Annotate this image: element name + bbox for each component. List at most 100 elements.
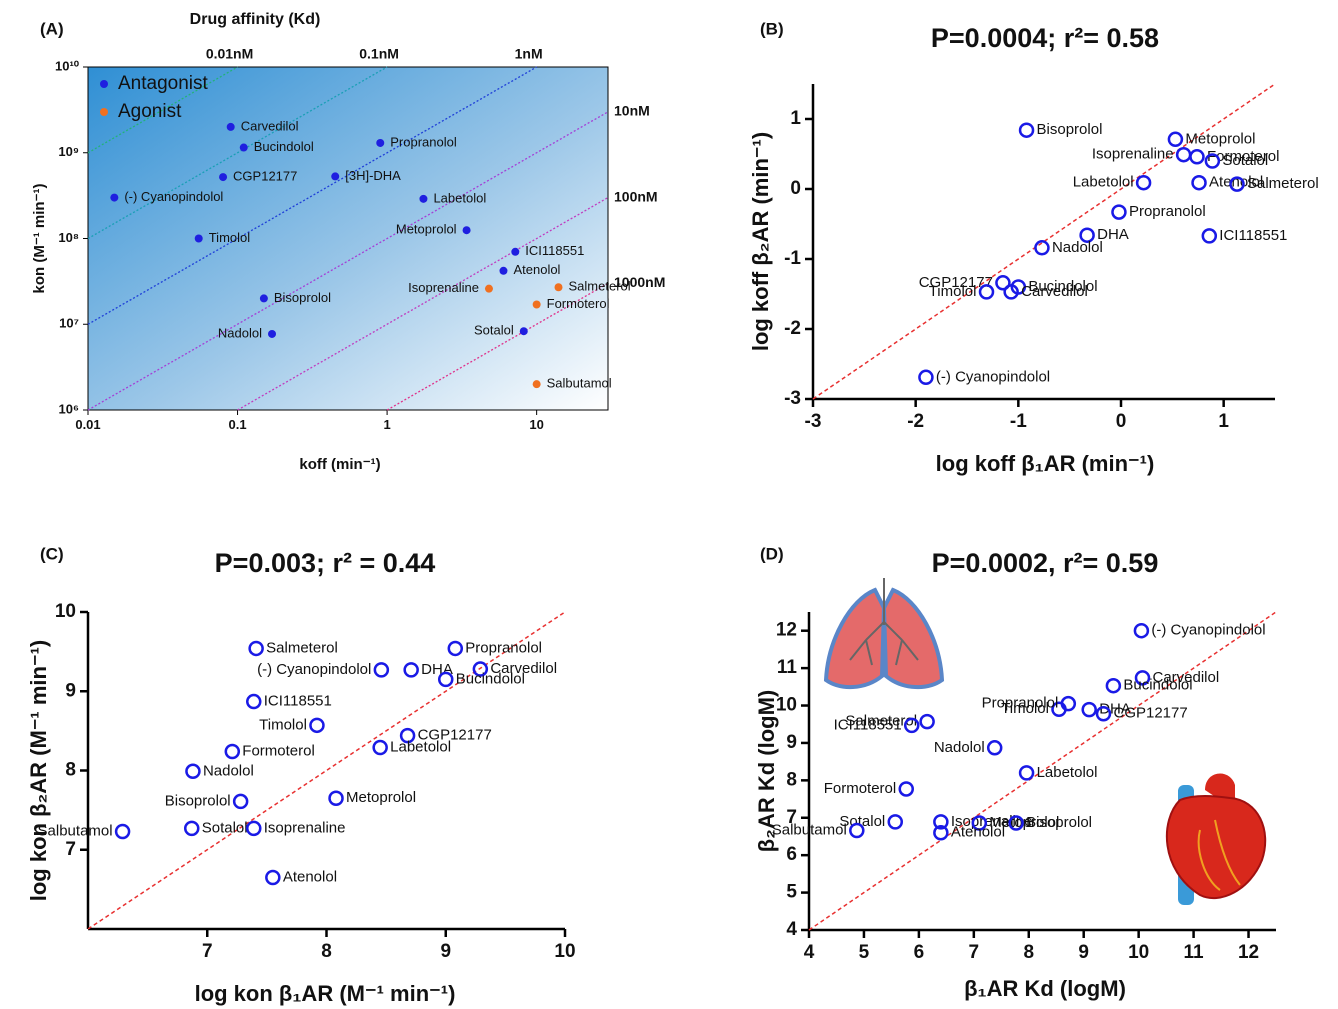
point [224,743,241,760]
point [1018,122,1035,138]
legend-marker [100,108,108,116]
point-label: Formoterol [242,742,315,759]
point [1008,815,1024,831]
x-tick-label: 1 [1218,411,1229,432]
point-label: Atenolol [513,262,560,277]
point [532,380,541,389]
point [887,814,904,830]
point [933,814,949,830]
kd-label: 100nM [614,188,658,204]
point-label: Timolol [209,230,251,245]
y-axis-label: β₂AR Kd (logM) [754,690,779,853]
y-tick-label: 4 [786,919,797,940]
point [1081,701,1097,718]
kd-label: 0.01nM [206,46,253,62]
point [1204,153,1221,169]
point [1189,149,1205,165]
x-tick-label: 10 [554,941,575,962]
point-label: Labetolol [1073,174,1134,191]
y-tick-label: 7 [786,807,797,828]
kd-label: 1000nM [614,274,665,290]
point [239,143,248,152]
point [403,662,419,678]
point-label: Salbutamol [547,376,612,391]
point-label: Bisoprolol [1037,121,1103,138]
x-axis-label: log koff β₁AR (min⁻¹) [936,451,1155,476]
point [1095,706,1112,722]
y-tick-label: 6 [786,844,797,865]
panel-label: (A) [40,19,64,38]
point-label: Metoprolol [989,814,1059,831]
x-tick-label: 0.1 [229,417,247,432]
chart-title: Drug affinity (Kd) [190,11,321,28]
kd-line [237,197,609,411]
point-label: Carvedilol [241,118,299,133]
point [259,294,268,303]
point [532,300,541,309]
point [499,266,508,275]
point [1034,240,1050,256]
point [447,640,464,657]
point [1060,695,1077,712]
panel-label: (B) [760,19,784,38]
point-label: Sotalol [202,819,248,836]
x-tick-label: 5 [859,942,870,963]
point-label: Timolol [259,716,307,733]
point [511,247,520,256]
point [376,138,385,147]
x-tick-label: 9 [1078,942,1089,963]
x-tick-label: -3 [805,411,822,432]
point [849,822,865,839]
point [1003,284,1019,300]
y-tick-label: 10⁶ [59,401,79,416]
y-tick-label: -2 [784,318,801,339]
point [372,739,388,756]
point [519,327,528,336]
point-label: Atenolol [283,868,337,885]
point-label: CGP12177 [919,274,993,291]
point [248,640,264,657]
panel: (A) Drug affinity (Kd) koff (min⁻¹) kon (M⁻… [31,11,665,473]
point [1134,670,1151,686]
y-tick-label: 7 [65,839,76,860]
point-label: Bisoprolol [274,290,331,305]
point-label: Bisoprolol [1026,814,1092,831]
point [1167,131,1184,148]
point [183,820,200,837]
x-tick-label: 9 [440,941,451,962]
point [462,226,471,235]
point-label: Carvedilol [1021,283,1088,300]
point-label: (-) Cyanopindolol [124,189,223,204]
panel-label: (D) [760,544,784,563]
point [1191,174,1207,191]
point-label: Nadolol [1052,239,1103,256]
y-tick-label: 8 [786,769,797,790]
point [1133,622,1150,639]
point [978,284,995,300]
point [1105,677,1122,694]
x-tick-label: 0 [1116,411,1127,432]
y-tick-label: -3 [784,388,801,409]
chart-title: P=0.0002, r²= 0.59 [932,548,1159,578]
point-label: Formoterol [824,780,897,797]
point [1111,204,1127,220]
point-label: Atenolol [1209,174,1263,191]
point-label: Labetolol [1037,764,1098,781]
x-tick-label: 12 [1238,942,1259,963]
y-axis-label: log kon β₂AR (M⁻¹ min⁻¹) [26,640,51,902]
point-label: Sotalol [1222,152,1268,169]
y-tick-label: 10 [776,695,797,716]
plot-background [88,67,608,410]
point-label: Isoprenaline [1092,146,1174,163]
point [554,283,563,292]
point-label: DHA [1097,226,1129,243]
point [898,781,914,797]
legend-label: Agonist [118,101,182,122]
point-label: Propranolol [390,134,457,149]
point [472,661,489,677]
point-label: Labetolol [433,190,486,205]
x-axis-label: koff (min⁻¹) [299,456,380,473]
identity-line [808,611,1277,931]
point-label: Timolol [929,283,977,300]
